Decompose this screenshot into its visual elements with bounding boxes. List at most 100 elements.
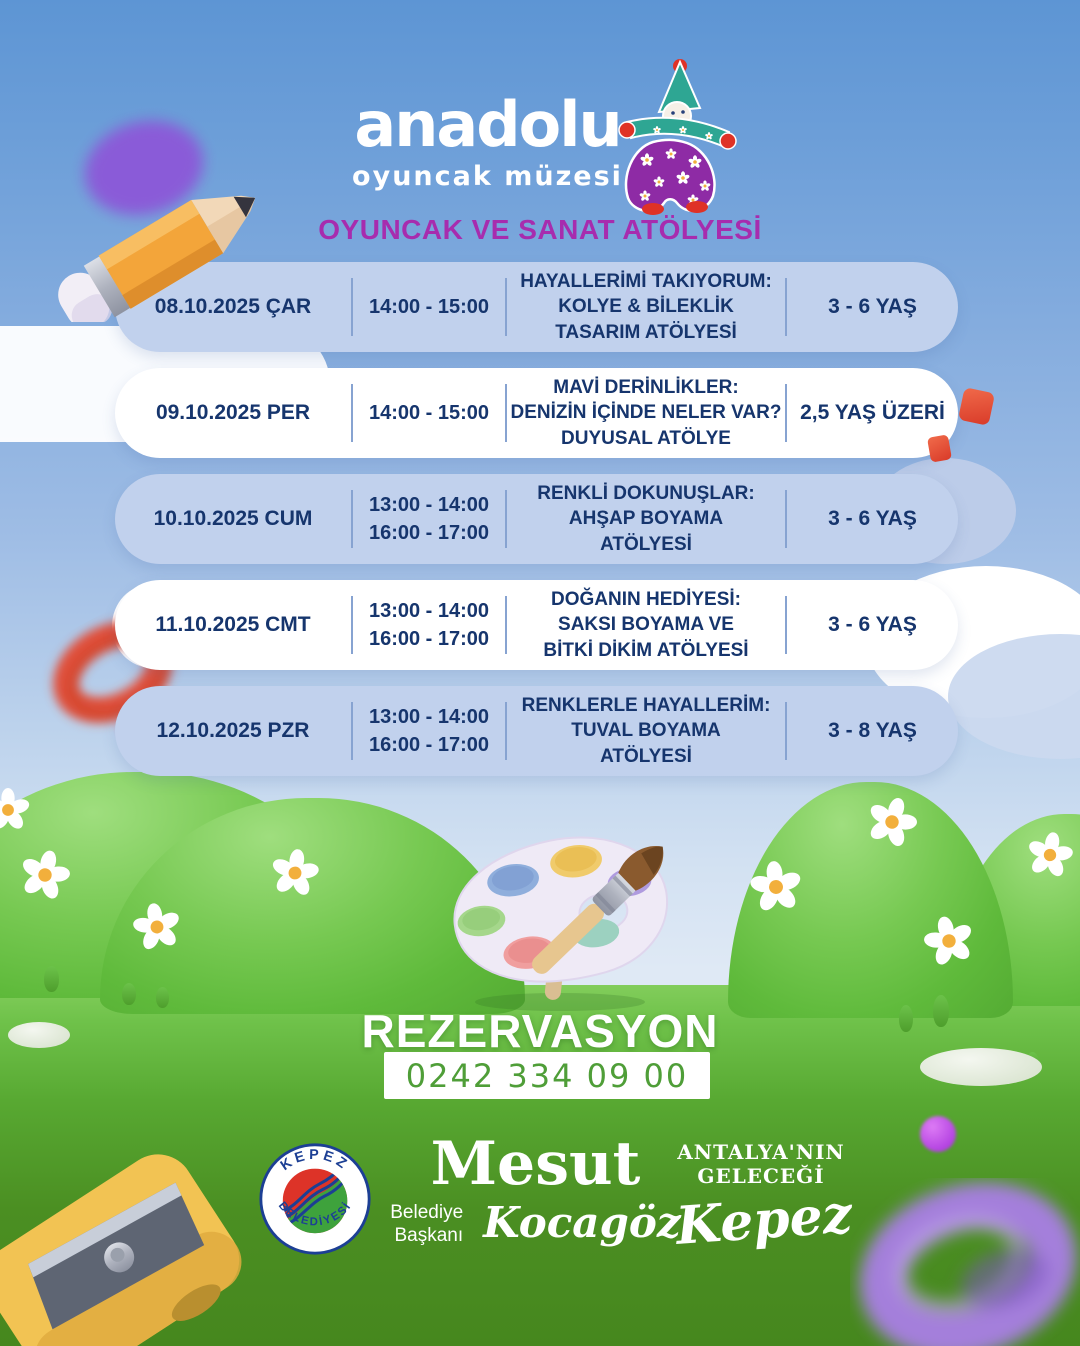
time-text: 16:00 - 17:00 xyxy=(368,628,490,650)
schedule-row: 11.10.2025 CMT 13:00 - 14:00 16:00 - 17:… xyxy=(115,580,958,670)
daisy-flower xyxy=(129,899,185,955)
mayor-role-line: Başkanı xyxy=(394,1224,464,1246)
column-divider xyxy=(505,490,507,548)
date-text: 10.10.2025 CUM xyxy=(153,507,313,530)
time-cell: 13:00 - 14:00 16:00 - 17:00 xyxy=(353,491,505,547)
date-cell: 08.10.2025 ÇAR xyxy=(115,295,351,319)
column-divider xyxy=(505,596,507,654)
workshop-title-line: BİTKİ DİKİM ATÖLYESİ xyxy=(543,639,749,661)
grass-sprout xyxy=(44,966,59,992)
mayor-last-name: Kocagöz xyxy=(483,1198,681,1247)
daisy-flower xyxy=(1023,828,1077,882)
pencil-illustration xyxy=(58,195,256,322)
slogan-line: GELECEĞİ xyxy=(697,1164,825,1188)
grass-sprout xyxy=(899,1005,913,1032)
workshop-title-line: DUYUSAL ATÖLYE xyxy=(561,427,731,449)
workshop-tagline: OYUNCAK VE SANAT ATÖLYESİ xyxy=(318,214,762,245)
workshop-title-line: RENKLERLE HAYALLERİM: xyxy=(521,694,771,716)
mayor-first-name: Mesut xyxy=(430,1129,641,1199)
column-divider xyxy=(351,702,353,760)
time-text: 13:00 - 14:00 xyxy=(368,494,490,516)
kepez-municipality-logo: KEPEZ BELEDİYESİ xyxy=(259,1143,371,1255)
workshop-title-line: ATÖLYESİ xyxy=(600,533,692,555)
museum-logo: anadolu oyuncak müzesi xyxy=(320,88,655,192)
workshop-title-cell: HAYALLERİMİ TAKIYORUM: KOLYE & BİLEKLİK … xyxy=(507,269,785,346)
workshop-title-line: MAVİ DERİNLİKLER: xyxy=(553,376,739,398)
date-text: 09.10.2025 PER xyxy=(155,401,311,424)
stone xyxy=(8,1022,70,1048)
column-divider xyxy=(785,702,787,760)
date-text: 08.10.2025 ÇAR xyxy=(154,295,312,318)
schedule-row: 12.10.2025 PZR 13:00 - 14:00 16:00 - 17:… xyxy=(115,686,958,776)
column-divider xyxy=(351,384,353,442)
age-text: 3 - 6 YAŞ xyxy=(828,295,917,318)
purple-donut-illustration xyxy=(859,1182,1077,1346)
daisy-flower xyxy=(0,788,30,832)
paint-palette-illustration xyxy=(453,836,669,1011)
schedule-row: 08.10.2025 ÇAR 14:00 - 15:00 HAYALLERİMİ… xyxy=(115,262,958,352)
workshop-title-line: AHŞAP BOYAMA xyxy=(568,508,724,530)
reservation-title: REZERVASYON xyxy=(361,1005,719,1057)
schedule-row: 09.10.2025 PER 14:00 - 15:00 MAVİ DERİNL… xyxy=(115,368,958,458)
workshop-title-line: ATÖLYESİ xyxy=(600,745,692,767)
column-divider xyxy=(351,490,353,548)
time-text: 13:00 - 14:00 xyxy=(368,706,490,728)
mayor-signature: Mesut Belediye Başkanı Kocagöz xyxy=(390,1129,681,1249)
date-cell: 11.10.2025 CMT xyxy=(115,613,351,637)
workshop-title-line: TUVAL BOYAMA xyxy=(571,720,721,742)
clown-doll-illustration xyxy=(618,59,737,215)
slogan-line: ANTALYA'NIN xyxy=(677,1140,845,1164)
time-cell: 13:00 - 14:00 16:00 - 17:00 xyxy=(353,703,505,759)
column-divider xyxy=(785,490,787,548)
workshop-title-cell: RENKLİ DOKUNUŞLAR: AHŞAP BOYAMA ATÖLYESİ xyxy=(507,481,785,558)
age-cell: 3 - 8 YAŞ xyxy=(787,719,958,743)
age-cell: 3 - 6 YAŞ xyxy=(787,507,958,531)
workshop-title-line: SAKSI BOYAMA VE xyxy=(558,614,734,636)
stone xyxy=(920,1048,1042,1086)
workshop-title-line: KOLYE & BİLEKLİK xyxy=(558,296,734,318)
museum-logo-title: anadolu xyxy=(354,88,622,161)
grass-sprout xyxy=(933,995,949,1027)
time-text: 14:00 - 15:00 xyxy=(368,402,490,424)
age-cell: 2,5 YAŞ ÜZERİ xyxy=(787,401,958,425)
grass-sprout xyxy=(156,987,169,1008)
time-text: 16:00 - 17:00 xyxy=(368,522,490,544)
age-text: 3 - 8 YAŞ xyxy=(828,719,917,742)
column-divider xyxy=(505,384,507,442)
time-cell: 13:00 - 14:00 16:00 - 17:00 xyxy=(353,597,505,653)
daisy-flower xyxy=(747,858,805,916)
museum-logo-subtitle: oyuncak müzesi xyxy=(352,160,623,192)
red-confetti xyxy=(957,387,996,426)
time-text: 16:00 - 17:00 xyxy=(368,734,490,756)
date-cell: 09.10.2025 PER xyxy=(115,401,351,425)
schedule-row: 10.10.2025 CUM 13:00 - 14:00 16:00 - 17:… xyxy=(115,474,958,564)
age-text: 3 - 6 YAŞ xyxy=(828,613,917,636)
workshop-title-cell: RENKLERLE HAYALLERİM: TUVAL BOYAMA ATÖLY… xyxy=(507,693,785,770)
workshop-title-line: HAYALLERİMİ TAKIYORUM: xyxy=(520,270,772,292)
grass-sprout xyxy=(122,983,136,1005)
city-slogan: ANTALYA'NIN GELECEĞİ Kepez xyxy=(674,1140,854,1257)
date-cell: 12.10.2025 PZR xyxy=(115,719,351,743)
mayor-role: Belediye Başkanı xyxy=(390,1202,463,1248)
daisy-flower xyxy=(267,845,323,900)
date-cell: 10.10.2025 CUM xyxy=(115,507,351,531)
age-text: 3 - 6 YAŞ xyxy=(828,507,917,530)
workshop-title-cell: DOĞANIN HEDİYESİ: SAKSI BOYAMA VE BİTKİ … xyxy=(507,587,785,664)
date-text: 11.10.2025 CMT xyxy=(155,613,311,636)
age-cell: 3 - 6 YAŞ xyxy=(787,295,958,319)
red-confetti xyxy=(926,434,953,463)
column-divider xyxy=(785,278,787,336)
date-text: 12.10.2025 PZR xyxy=(156,719,310,742)
sharpener-illustration xyxy=(0,1154,242,1346)
phone-box: 0242 334 09 00 xyxy=(384,1052,710,1099)
magenta-ball xyxy=(920,1116,956,1152)
column-divider xyxy=(351,596,353,654)
age-text: 2,5 YAŞ ÜZERİ xyxy=(800,401,945,424)
column-divider xyxy=(785,596,787,654)
workshop-title-cell: MAVİ DERİNLİKLER: DENİZİN İÇİNDE NELER V… xyxy=(507,375,785,452)
workshop-title-line: RENKLİ DOKUNUŞLAR: xyxy=(537,482,755,504)
mayor-role-line: Belediye xyxy=(390,1201,464,1223)
workshop-title-line: TASARIM ATÖLYESİ xyxy=(555,321,737,343)
column-divider xyxy=(785,384,787,442)
